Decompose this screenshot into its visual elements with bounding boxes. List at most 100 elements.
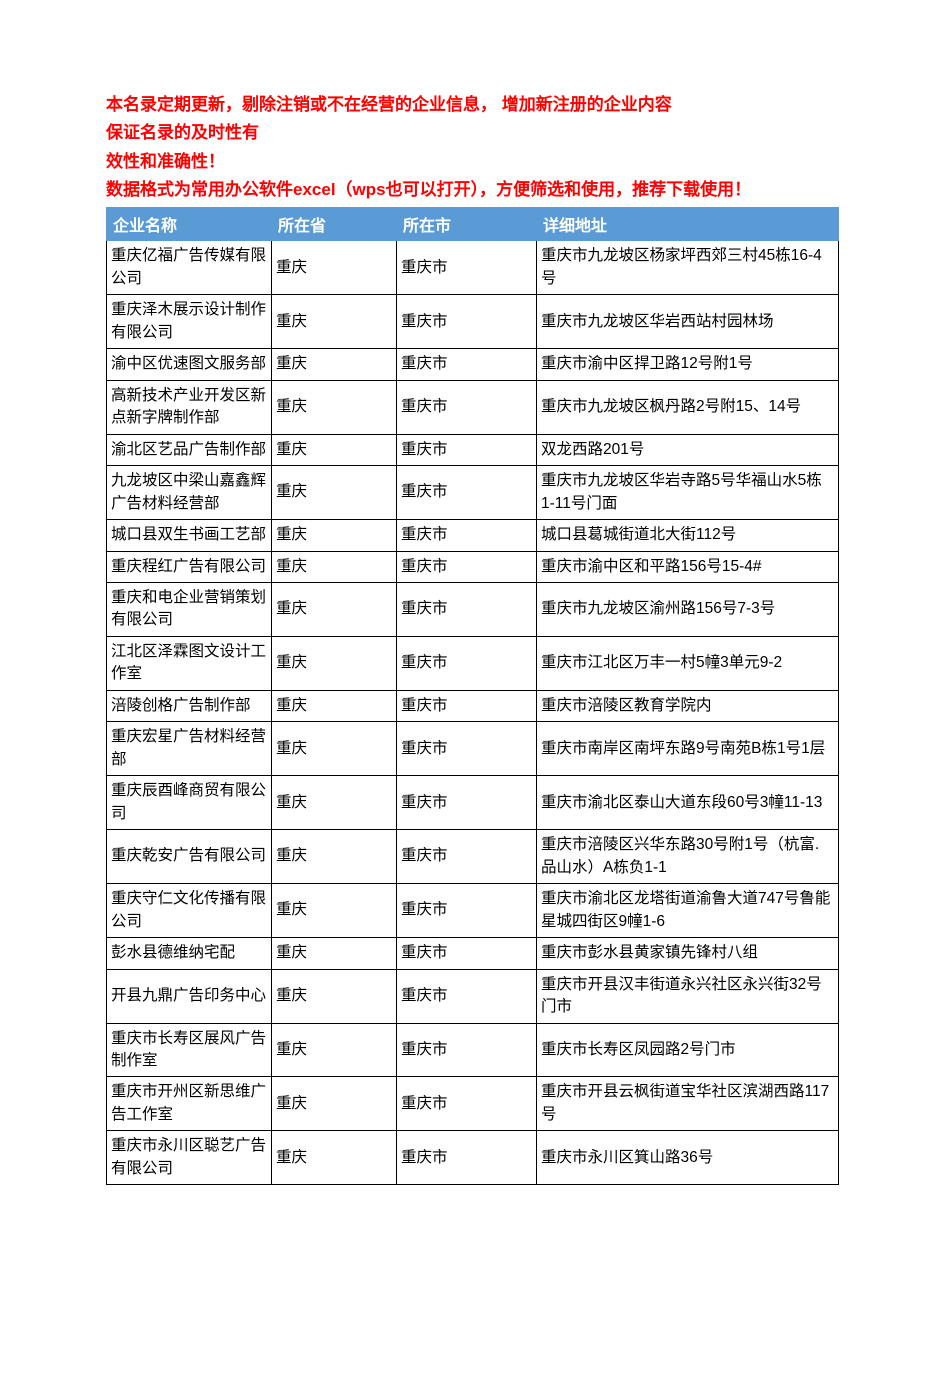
cell-address: 重庆市南岸区南坪东路9号南苑B栋1号1层 bbox=[537, 722, 839, 776]
cell-province: 重庆 bbox=[272, 722, 397, 776]
cell-address: 重庆市彭水县黄家镇先锋村八组 bbox=[537, 938, 839, 969]
cell-province: 重庆 bbox=[272, 776, 397, 830]
intro-line-1: 本名录定期更新，剔除注销或不在经营的企业信息， 增加新注册的企业内容 bbox=[106, 92, 839, 118]
cell-province: 重庆 bbox=[272, 295, 397, 349]
cell-province: 重庆 bbox=[272, 241, 397, 295]
table-row: 江北区泽霖图文设计工作室重庆重庆市重庆市江北区万丰一村5幢3单元9-2 bbox=[107, 636, 839, 690]
intro-block: 本名录定期更新，剔除注销或不在经营的企业信息， 增加新注册的企业内容 保证名录的… bbox=[106, 92, 839, 203]
document-page: 本名录定期更新，剔除注销或不在经营的企业信息， 增加新注册的企业内容 保证名录的… bbox=[0, 0, 945, 1385]
cell-city: 重庆市 bbox=[397, 722, 537, 776]
cell-province: 重庆 bbox=[272, 349, 397, 380]
table-row: 重庆市开州区新思维广告工作室重庆重庆市重庆市开县云枫街道宝华社区滨湖西路117号 bbox=[107, 1077, 839, 1131]
table-row: 渝北区艺品广告制作部重庆重庆市双龙西路201号 bbox=[107, 434, 839, 465]
cell-company-name: 重庆亿福广告传媒有限公司 bbox=[107, 241, 272, 295]
cell-address: 重庆市渝中区捍卫路12号附1号 bbox=[537, 349, 839, 380]
cell-address: 重庆市渝中区和平路156号15-4# bbox=[537, 551, 839, 582]
cell-address: 重庆市九龙坡区杨家坪西郊三村45栋16-4号 bbox=[537, 241, 839, 295]
cell-city: 重庆市 bbox=[397, 1131, 537, 1185]
table-row: 重庆和电企业营销策划有限公司重庆重庆市重庆市九龙坡区渝州路156号7-3号 bbox=[107, 583, 839, 637]
table-row: 重庆程红广告有限公司重庆重庆市重庆市渝中区和平路156号15-4# bbox=[107, 551, 839, 582]
cell-address: 重庆市九龙坡区枫丹路2号附15、14号 bbox=[537, 380, 839, 434]
cell-address: 重庆市涪陵区教育学院内 bbox=[537, 690, 839, 721]
cell-city: 重庆市 bbox=[397, 241, 537, 295]
cell-company-name: 重庆泽木展示设计制作有限公司 bbox=[107, 295, 272, 349]
cell-company-name: 城口县双生书画工艺部 bbox=[107, 520, 272, 551]
table-row: 重庆市长寿区展风广告制作室重庆重庆市重庆市长寿区凤园路2号门市 bbox=[107, 1023, 839, 1077]
cell-city: 重庆市 bbox=[397, 466, 537, 520]
cell-city: 重庆市 bbox=[397, 434, 537, 465]
cell-city: 重庆市 bbox=[397, 349, 537, 380]
cell-company-name: 渝北区艺品广告制作部 bbox=[107, 434, 272, 465]
cell-city: 重庆市 bbox=[397, 938, 537, 969]
col-header-address: 详细地址 bbox=[537, 208, 839, 241]
cell-city: 重庆市 bbox=[397, 969, 537, 1023]
cell-province: 重庆 bbox=[272, 969, 397, 1023]
cell-company-name: 重庆乾安广告有限公司 bbox=[107, 830, 272, 884]
cell-company-name: 开县九鼎广告印务中心 bbox=[107, 969, 272, 1023]
cell-city: 重庆市 bbox=[397, 1023, 537, 1077]
table-row: 城口县双生书画工艺部重庆重庆市城口县葛城街道北大街112号 bbox=[107, 520, 839, 551]
cell-province: 重庆 bbox=[272, 380, 397, 434]
cell-address: 重庆市永川区箕山路36号 bbox=[537, 1131, 839, 1185]
company-table: 企业名称 所在省 所在市 详细地址 重庆亿福广告传媒有限公司重庆重庆市重庆市九龙… bbox=[106, 207, 839, 1185]
intro-line-4: 数据格式为常用办公软件excel（wps也可以打开），方便筛选和使用，推荐下载使… bbox=[106, 177, 839, 203]
cell-province: 重庆 bbox=[272, 551, 397, 582]
cell-province: 重庆 bbox=[272, 938, 397, 969]
cell-city: 重庆市 bbox=[397, 884, 537, 938]
table-row: 重庆辰酉峰商贸有限公司重庆重庆市重庆市渝北区泰山大道东段60号3幢11-13 bbox=[107, 776, 839, 830]
cell-city: 重庆市 bbox=[397, 380, 537, 434]
col-header-province: 所在省 bbox=[272, 208, 397, 241]
cell-province: 重庆 bbox=[272, 1077, 397, 1131]
cell-company-name: 九龙坡区中梁山嘉鑫辉广告材料经营部 bbox=[107, 466, 272, 520]
table-row: 重庆泽木展示设计制作有限公司重庆重庆市重庆市九龙坡区华岩西站村园林场 bbox=[107, 295, 839, 349]
cell-address: 重庆市九龙坡区华岩西站村园林场 bbox=[537, 295, 839, 349]
table-row: 重庆市永川区聪艺广告有限公司重庆重庆市重庆市永川区箕山路36号 bbox=[107, 1131, 839, 1185]
col-header-city: 所在市 bbox=[397, 208, 537, 241]
cell-province: 重庆 bbox=[272, 830, 397, 884]
cell-address: 重庆市开县汉丰街道永兴社区永兴街32号门市 bbox=[537, 969, 839, 1023]
cell-city: 重庆市 bbox=[397, 830, 537, 884]
cell-company-name: 重庆辰酉峰商贸有限公司 bbox=[107, 776, 272, 830]
cell-city: 重庆市 bbox=[397, 583, 537, 637]
table-body: 重庆亿福广告传媒有限公司重庆重庆市重庆市九龙坡区杨家坪西郊三村45栋16-4号重… bbox=[107, 241, 839, 1185]
cell-company-name: 涪陵创格广告制作部 bbox=[107, 690, 272, 721]
table-row: 开县九鼎广告印务中心重庆重庆市重庆市开县汉丰街道永兴社区永兴街32号门市 bbox=[107, 969, 839, 1023]
cell-province: 重庆 bbox=[272, 583, 397, 637]
intro-line-2: 保证名录的及时性有 bbox=[106, 120, 839, 146]
cell-address: 城口县葛城街道北大街112号 bbox=[537, 520, 839, 551]
cell-company-name: 渝中区优速图文服务部 bbox=[107, 349, 272, 380]
table-row: 彭水县德维纳宅配重庆重庆市重庆市彭水县黄家镇先锋村八组 bbox=[107, 938, 839, 969]
table-header-row: 企业名称 所在省 所在市 详细地址 bbox=[107, 208, 839, 241]
cell-company-name: 江北区泽霖图文设计工作室 bbox=[107, 636, 272, 690]
intro-line-3: 效性和准确性！ bbox=[106, 149, 839, 175]
cell-company-name: 重庆宏星广告材料经营部 bbox=[107, 722, 272, 776]
table-row: 渝中区优速图文服务部重庆重庆市重庆市渝中区捍卫路12号附1号 bbox=[107, 349, 839, 380]
cell-company-name: 高新技术产业开发区新点新字牌制作部 bbox=[107, 380, 272, 434]
cell-city: 重庆市 bbox=[397, 1077, 537, 1131]
cell-city: 重庆市 bbox=[397, 776, 537, 830]
cell-address: 重庆市长寿区凤园路2号门市 bbox=[537, 1023, 839, 1077]
cell-company-name: 重庆市永川区聪艺广告有限公司 bbox=[107, 1131, 272, 1185]
cell-city: 重庆市 bbox=[397, 636, 537, 690]
cell-address: 双龙西路201号 bbox=[537, 434, 839, 465]
cell-company-name: 重庆市长寿区展风广告制作室 bbox=[107, 1023, 272, 1077]
cell-province: 重庆 bbox=[272, 466, 397, 520]
table-row: 重庆守仁文化传播有限公司重庆重庆市重庆市渝北区龙塔街道渝鲁大道747号鲁能星城四… bbox=[107, 884, 839, 938]
table-row: 高新技术产业开发区新点新字牌制作部重庆重庆市重庆市九龙坡区枫丹路2号附15、14… bbox=[107, 380, 839, 434]
cell-city: 重庆市 bbox=[397, 690, 537, 721]
cell-province: 重庆 bbox=[272, 884, 397, 938]
table-row: 涪陵创格广告制作部重庆重庆市重庆市涪陵区教育学院内 bbox=[107, 690, 839, 721]
table-row: 重庆亿福广告传媒有限公司重庆重庆市重庆市九龙坡区杨家坪西郊三村45栋16-4号 bbox=[107, 241, 839, 295]
cell-province: 重庆 bbox=[272, 434, 397, 465]
table-header: 企业名称 所在省 所在市 详细地址 bbox=[107, 208, 839, 241]
cell-address: 重庆市开县云枫街道宝华社区滨湖西路117号 bbox=[537, 1077, 839, 1131]
cell-province: 重庆 bbox=[272, 520, 397, 551]
cell-city: 重庆市 bbox=[397, 520, 537, 551]
table-row: 重庆乾安广告有限公司重庆重庆市重庆市涪陵区兴华东路30号附1号（杭富.品山水）A… bbox=[107, 830, 839, 884]
cell-address: 重庆市渝北区龙塔街道渝鲁大道747号鲁能星城四街区9幢1-6 bbox=[537, 884, 839, 938]
cell-address: 重庆市九龙坡区渝州路156号7-3号 bbox=[537, 583, 839, 637]
cell-city: 重庆市 bbox=[397, 551, 537, 582]
table-row: 重庆宏星广告材料经营部重庆重庆市重庆市南岸区南坪东路9号南苑B栋1号1层 bbox=[107, 722, 839, 776]
cell-city: 重庆市 bbox=[397, 295, 537, 349]
cell-province: 重庆 bbox=[272, 1131, 397, 1185]
